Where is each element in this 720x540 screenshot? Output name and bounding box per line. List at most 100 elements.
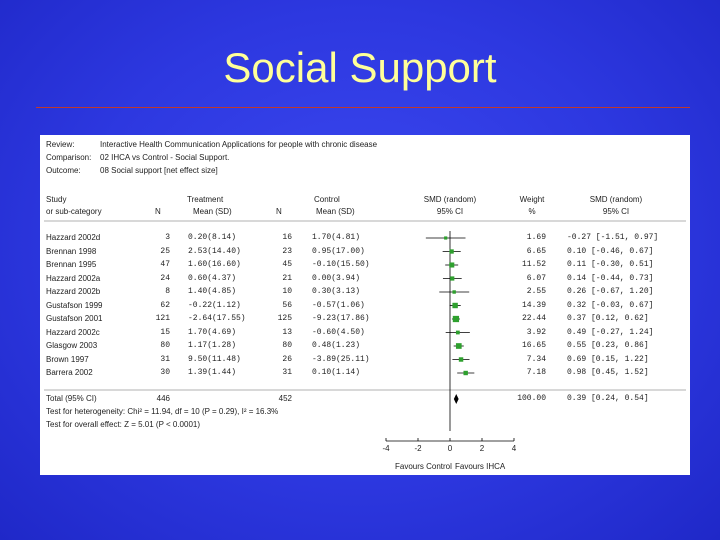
- study-name: Hazzard 2002a: [46, 273, 101, 283]
- treatment-n: 121: [155, 314, 170, 323]
- treatment-n: 47: [160, 260, 170, 269]
- weight-value: 14.39: [521, 300, 546, 310]
- treatment-mean: 9.50(11.48): [188, 354, 241, 364]
- control-mean: -3.89(25.11): [312, 354, 370, 364]
- total-smd-text: 0.39 [0.24, 0.54]: [567, 394, 649, 403]
- comparison-value: 02 IHCA vs Control - Social Support.: [100, 153, 230, 162]
- slide-title: Social Support: [223, 44, 497, 91]
- review-label: Review:: [46, 140, 75, 149]
- effect-marker: [449, 262, 455, 268]
- study-name: Barrera 2002: [46, 368, 93, 377]
- control-n: 10: [282, 287, 292, 296]
- total-n2: 452: [278, 394, 292, 403]
- weight-value: 6.07: [526, 273, 546, 283]
- smd-ci-text: 0.37 [0.12, 0.62]: [567, 314, 649, 323]
- outcome-label: Outcome:: [46, 166, 81, 175]
- control-mean: 0.95(17.00): [312, 246, 365, 256]
- outcome-value: 08 Social support [net effect size]: [100, 166, 218, 175]
- overall-effect-test: Test for overall effect: Z = 5.01 (P < 0…: [46, 420, 201, 429]
- study-name: Hazzard 2002b: [46, 287, 101, 296]
- x-tick-label: 4: [512, 444, 517, 453]
- col-n2: N: [276, 207, 282, 216]
- treatment-n: 62: [160, 300, 170, 310]
- control-mean: -0.57(1.06): [312, 300, 365, 310]
- treatment-mean: 0.60(4.37): [188, 273, 237, 283]
- treatment-n: 3: [165, 233, 170, 242]
- treatment-n: 25: [160, 246, 170, 256]
- study-name: Brown 1997: [46, 354, 89, 364]
- effect-marker: [449, 249, 454, 254]
- treatment-mean: -0.22(1.12): [188, 300, 241, 310]
- effect-marker: [444, 236, 448, 240]
- control-mean: -0.60(4.50): [312, 327, 365, 337]
- smd-ci-text: 0.49 [-0.27, 1.24]: [567, 327, 654, 337]
- effect-marker: [452, 290, 456, 294]
- comparison-label: Comparison:: [46, 153, 92, 162]
- study-name: Hazzard 2002d: [46, 233, 101, 242]
- col-weight: Weight: [519, 195, 545, 204]
- heterogeneity-test: Test for heterogeneity: Chi² = 11.94, df…: [46, 407, 279, 416]
- smd-ci-text: 0.10 [-0.46, 0.67]: [567, 246, 654, 256]
- total-label: Total (95% CI): [46, 394, 97, 403]
- col-smd-plot: SMD (random): [423, 195, 477, 204]
- effect-marker: [455, 330, 460, 335]
- total-n1: 446: [156, 394, 170, 403]
- weight-value: 6.65: [526, 246, 546, 256]
- control-n: 23: [282, 246, 292, 256]
- col-mean2: Mean (SD): [316, 207, 355, 216]
- control-n: 31: [282, 368, 292, 377]
- col-mean1: Mean (SD): [193, 207, 232, 216]
- smd-ci-text: 0.26 [-0.67, 1.20]: [567, 287, 654, 296]
- title-divider: [36, 107, 690, 108]
- treatment-mean: -2.64(17.55): [188, 314, 246, 323]
- control-n: 125: [277, 314, 292, 323]
- control-n: 80: [282, 341, 292, 350]
- x-tick-label: 0: [448, 444, 453, 453]
- review-value: Interactive Health Communication Applica…: [100, 140, 378, 149]
- treatment-n: 8: [165, 287, 170, 296]
- forest-plot: -4 -2 0 2 4: [44, 220, 686, 453]
- weight-value: 7.34: [526, 354, 546, 364]
- treatment-mean: 1.40(4.85): [188, 287, 237, 296]
- col-treatment: Treatment: [187, 195, 224, 204]
- smd-ci-text: 0.32 [-0.03, 0.67]: [567, 300, 654, 310]
- col-n1: N: [155, 207, 161, 216]
- control-mean: 1.70(4.81): [312, 233, 361, 242]
- control-mean: 0.10(1.14): [312, 368, 361, 377]
- effect-marker: [450, 276, 455, 281]
- study-name: Brennan 1995: [46, 260, 97, 269]
- col-study: Study: [46, 195, 67, 204]
- study-name: Hazzard 2002c: [46, 327, 100, 337]
- x-tick-label: 2: [480, 444, 485, 453]
- treatment-mean: 1.17(1.28): [188, 341, 237, 350]
- smd-ci-text: 0.98 [0.45, 1.52]: [567, 368, 649, 377]
- effect-marker: [463, 370, 468, 376]
- col-control: Control: [314, 195, 340, 204]
- control-mean: 0.30(3.13): [312, 287, 361, 296]
- weight-value: 7.18: [526, 368, 546, 377]
- col-ci-text: 95% CI: [602, 207, 630, 216]
- forest-plot-panel: Review: Interactive Health Communication…: [40, 135, 690, 475]
- control-mean: 0.00(3.94): [312, 273, 361, 283]
- control-n: 16: [282, 233, 292, 242]
- weight-value: 1.69: [526, 233, 546, 242]
- control-n: 13: [282, 327, 292, 337]
- weight-value: 2.55: [526, 287, 546, 296]
- col-ci-plot: 95% CI: [436, 207, 464, 216]
- smd-ci-text: -0.27 [-1.51, 0.97]: [567, 233, 659, 242]
- treatment-mean: 2.53(14.40): [188, 246, 241, 256]
- control-mean: -0.10(15.50): [312, 260, 370, 269]
- control-n: 45: [282, 260, 292, 269]
- effect-marker: [455, 343, 462, 349]
- weight-value: 16.65: [521, 341, 546, 350]
- study-name: Gustafson 1999: [46, 300, 103, 310]
- x-tick-label: -4: [382, 444, 390, 453]
- pooled-diamond: [453, 394, 459, 404]
- col-pct: %: [528, 207, 536, 216]
- effect-marker: [452, 302, 458, 309]
- smd-ci-text: 0.14 [-0.44, 0.73]: [567, 273, 654, 283]
- effect-marker: [452, 315, 460, 323]
- x-tick-label: -2: [414, 444, 422, 453]
- weight-value: 11.52: [521, 260, 546, 269]
- control-n: 26: [282, 354, 292, 364]
